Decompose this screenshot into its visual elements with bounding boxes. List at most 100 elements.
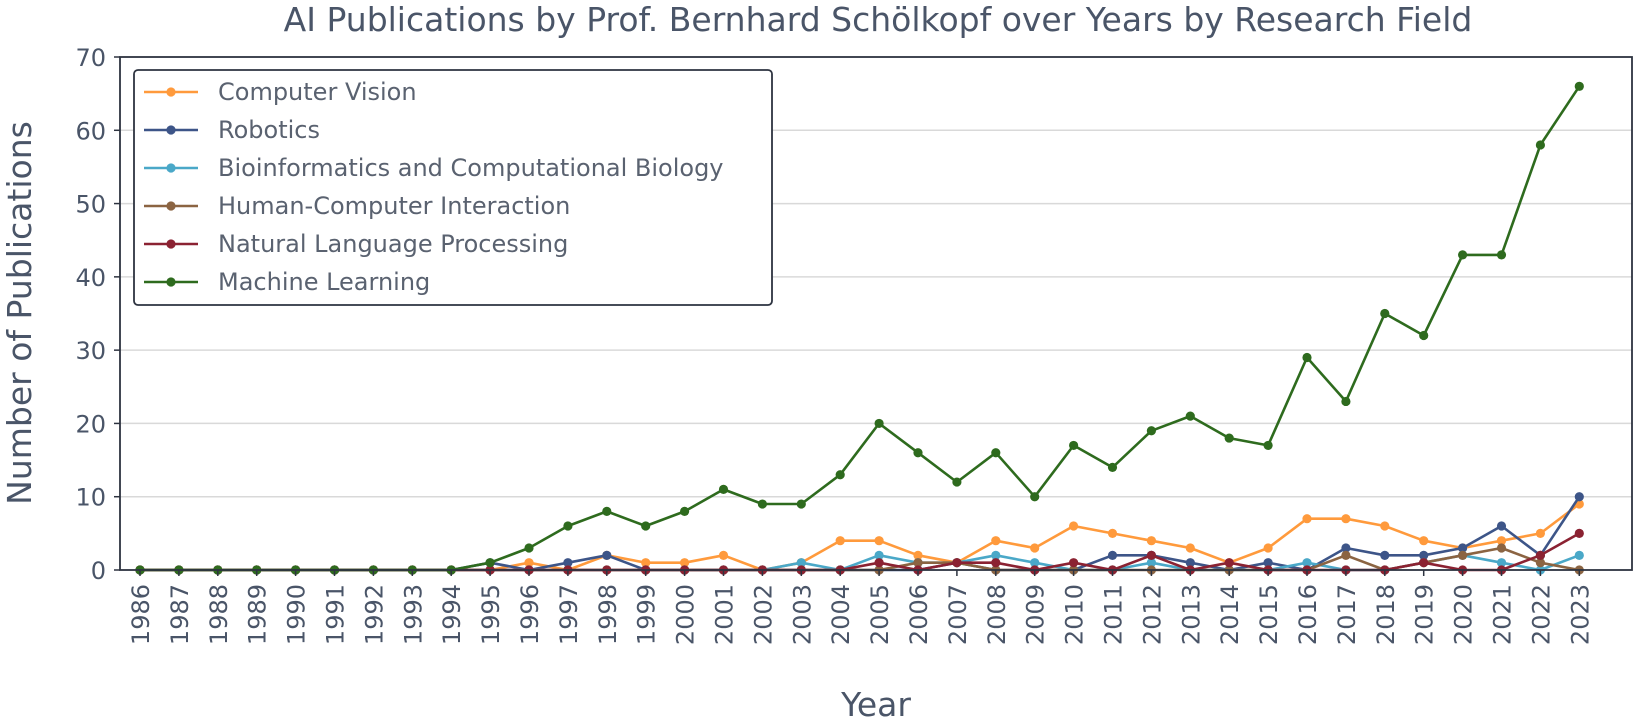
x-tick-label: 1998 <box>594 584 622 645</box>
data-point-natural-language-processing <box>874 558 884 568</box>
data-point-machine-learning <box>1263 440 1273 451</box>
x-tick-label: 2001 <box>711 584 739 645</box>
plot-frame <box>119 56 1633 571</box>
legend-item-natural-language-processing: Natural Language Processing <box>144 230 568 258</box>
data-point-machine-learning <box>1146 426 1156 436</box>
y-tick-label: 10 <box>75 484 106 512</box>
legend-item-bioinformatics-and-computational-biology: Bioinformatics and Computational Biology <box>144 154 724 182</box>
data-point-human-computer-interaction <box>1341 550 1351 560</box>
y-tick-labels: 0 10 20 30 40 50 60 70 <box>75 44 120 585</box>
y-tick-label: 20 <box>75 410 106 438</box>
data-point-machine-learning <box>913 448 923 458</box>
x-tick-label: 1991 <box>322 584 350 645</box>
data-point-computer-vision <box>1496 536 1507 546</box>
data-point-machine-learning <box>718 484 729 494</box>
x-tick-label: 2018 <box>1372 584 1400 645</box>
data-point-machine-learning <box>1496 250 1507 260</box>
data-point-machine-learning <box>1341 396 1351 407</box>
x-tick-label: 1990 <box>283 584 311 645</box>
data-point-computer-vision <box>1263 543 1273 553</box>
x-tick-label: 1987 <box>166 584 194 645</box>
x-tick-label: 1993 <box>399 584 427 645</box>
data-point-computer-vision <box>913 550 923 560</box>
data-point-bioinformatics-and-computational-biology <box>1496 558 1507 568</box>
data-point-computer-vision <box>1419 536 1429 546</box>
x-tick-label: 2017 <box>1333 584 1361 645</box>
data-point-machine-learning <box>796 499 806 509</box>
data-point-machine-learning <box>1224 433 1234 443</box>
data-point-machine-learning <box>952 477 962 487</box>
data-point-computer-vision <box>991 536 1001 546</box>
data-point-natural-language-processing <box>952 558 962 568</box>
legend-label: Robotics <box>218 116 320 144</box>
y-tick-label: 70 <box>75 44 106 72</box>
legend-label: Machine Learning <box>218 268 430 296</box>
legend-label: Human-Computer Interaction <box>218 192 570 220</box>
data-point-machine-learning <box>1030 492 1040 502</box>
data-point-bioinformatics-and-computational-biology <box>1030 558 1040 568</box>
legend-swatch-marker <box>166 163 176 173</box>
data-point-bioinformatics-and-computational-biology <box>1146 558 1156 568</box>
data-point-computer-vision <box>718 550 729 560</box>
data-point-natural-language-processing <box>991 558 1001 568</box>
data-point-natural-language-processing <box>1535 550 1545 560</box>
legend-label: Bioinformatics and Computational Biology <box>218 154 724 182</box>
y-axis-label: Number of Publications <box>0 121 39 505</box>
data-point-robotics <box>1107 550 1118 560</box>
data-point-machine-learning <box>485 558 495 568</box>
x-tick-label: 1997 <box>555 584 583 645</box>
x-tick-label: 1994 <box>438 584 466 645</box>
legend-label: Computer Vision <box>218 78 417 106</box>
y-tick-label: 50 <box>75 191 106 219</box>
data-point-human-computer-interaction <box>1458 550 1468 560</box>
data-point-human-computer-interaction <box>1496 543 1507 553</box>
x-tick-label: 2021 <box>1489 584 1517 645</box>
data-point-computer-vision <box>641 558 651 568</box>
data-point-machine-learning <box>1574 81 1584 91</box>
legend-item-robotics: Robotics <box>144 116 320 144</box>
data-point-computer-vision <box>1107 528 1118 538</box>
legend-box <box>133 69 773 306</box>
data-point-robotics <box>1419 550 1429 560</box>
x-tick-label: 1999 <box>633 584 661 645</box>
x-tick-labels: 1986 1987 1988 1989 1990 1991 1992 1993 1994 1995… <box>127 570 1594 645</box>
data-point-bioinformatics-and-computational-biology <box>1302 558 1312 568</box>
data-point-robotics <box>1341 543 1351 553</box>
data-point-machine-learning <box>680 506 690 516</box>
x-tick-label: 2014 <box>1216 584 1244 645</box>
data-point-natural-language-processing <box>1419 558 1429 568</box>
data-point-natural-language-processing <box>1069 558 1079 568</box>
y-tick-label: 30 <box>75 337 106 365</box>
data-point-natural-language-processing <box>1574 528 1584 538</box>
series-line-robotics <box>140 495 1581 572</box>
x-tick-label: 2006 <box>905 584 933 645</box>
x-tick-label: 2012 <box>1138 584 1166 645</box>
x-tick-label: 2005 <box>866 584 894 645</box>
y-tick-label: 0 <box>91 557 106 585</box>
legend-swatch-marker <box>166 87 176 97</box>
data-point-bioinformatics-and-computational-biology <box>874 550 884 560</box>
data-point-machine-learning <box>1185 411 1195 421</box>
legend: Computer Vision Robotics Bioinformatics an… <box>133 69 773 306</box>
x-tick-label: 2011 <box>1100 584 1128 645</box>
x-tick-label: 2004 <box>827 584 855 645</box>
data-point-machine-learning <box>1380 308 1390 319</box>
legend-swatch-marker <box>166 239 176 249</box>
data-point-machine-learning <box>1069 440 1079 451</box>
legend-label: Natural Language Processing <box>218 230 568 258</box>
data-point-robotics <box>602 550 612 560</box>
x-tick-label: 1996 <box>516 584 544 645</box>
data-point-robotics <box>1496 521 1507 531</box>
data-point-bioinformatics-and-computational-biology <box>991 550 1001 560</box>
data-point-computer-vision <box>1341 514 1351 524</box>
data-point-machine-learning <box>1302 352 1312 363</box>
x-tick-label: 1992 <box>360 584 388 645</box>
x-tick-label: 2003 <box>788 584 816 645</box>
legend-item-human-computer-interaction: Human-Computer Interaction <box>144 192 570 220</box>
legend-swatch-marker <box>166 201 176 211</box>
x-tick-label: 2023 <box>1566 584 1594 645</box>
x-tick-label: 2010 <box>1061 584 1089 645</box>
data-point-computer-vision <box>835 536 845 546</box>
data-point-computer-vision <box>524 558 534 568</box>
